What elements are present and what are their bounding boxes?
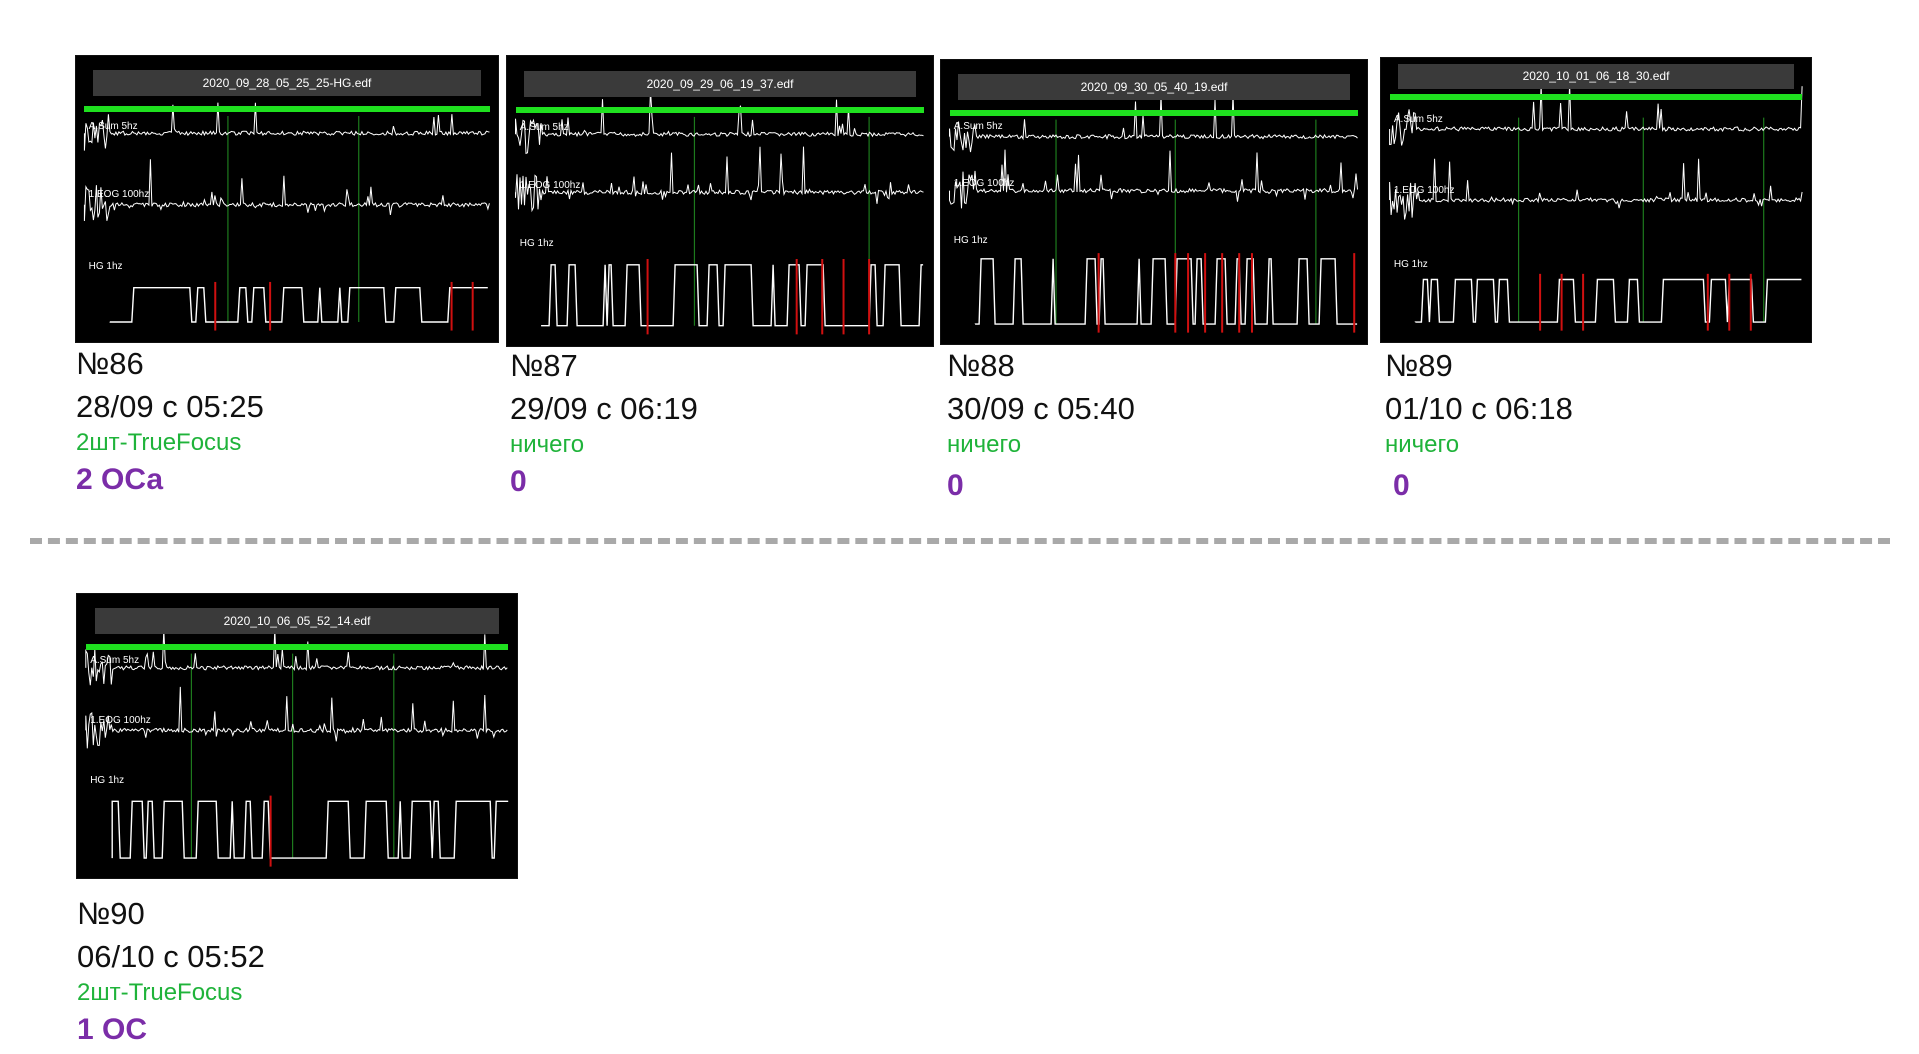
waveform-trace: [83, 102, 490, 151]
waveform-trace: [949, 94, 1358, 153]
channel-label-hg: HG 1hz: [1393, 258, 1428, 270]
record-meta: №90 06/10 с 05:52 2шт-TrueFocus 1 ОС: [77, 898, 265, 1045]
file-name-bar: 2020_10_01_06_18_30.edf: [1398, 63, 1794, 90]
channel-label-asum: A.Sum 5hz: [1393, 113, 1443, 125]
channel-label-asum: A.Sum 5hz: [90, 655, 140, 667]
file-name-bar: 2020_09_30_05_40_19.edf: [958, 74, 1350, 100]
record-count: 0: [947, 469, 964, 502]
record-note: ничего: [510, 431, 585, 458]
channel-label-eog: 1.EOG 100hz: [953, 178, 1015, 190]
channel-label-hg: HG 1hz: [519, 237, 554, 249]
eeg-thumbnail[interactable]: 2020_09_29_06_19_37.edf A.Sum 5hz 1.EOG …: [507, 56, 933, 346]
file-name-bar: 2020_09_28_05_25_25-HG.edf: [92, 70, 482, 97]
record-note: ничего: [1385, 431, 1460, 458]
eeg-waveforms: [515, 89, 924, 335]
progress-bar: [84, 106, 490, 113]
eeg-waveforms: [83, 102, 490, 331]
hg-step-trace: [1414, 278, 1802, 323]
record-meta: №89 01/10 с 06:18 ничего 0: [1385, 350, 1573, 501]
record-number: №90: [77, 896, 145, 931]
eeg-thumbnail[interactable]: 2020_10_01_06_18_30.edf A.Sum 5hz 1.EOG …: [1381, 58, 1811, 342]
hg-step-trace: [109, 287, 488, 323]
waveform-trace: [85, 629, 508, 686]
eeg-waveforms: [1389, 83, 1803, 331]
channel-label-eog: 1.EOG 100hz: [1393, 184, 1455, 196]
record-number: №86: [76, 346, 144, 381]
record-date: 06/10 с 05:52: [77, 939, 265, 974]
channel-label-eog: 1.EOG 100hz: [519, 179, 581, 191]
channel-label-eog: 1.EOG 100hz: [88, 189, 150, 201]
channel-label-hg: HG 1hz: [90, 774, 125, 786]
channel-label-hg: HG 1hz: [953, 235, 988, 247]
record-number: №87: [510, 348, 578, 383]
waveform-trace: [948, 149, 1358, 209]
record-meta: №87 29/09 с 06:19 ничего 0: [510, 350, 698, 497]
hg-step-trace: [541, 264, 924, 327]
file-name-bar: 2020_09_29_06_19_37.edf: [524, 70, 916, 97]
progress-bar: [949, 109, 1359, 116]
channel-label-eog: 1.EOG 100hz: [90, 715, 151, 727]
record-count: 2 ОСа: [76, 463, 164, 496]
progress-bar: [515, 106, 925, 114]
waveform-trace: [515, 89, 924, 155]
record-date: 28/09 с 05:25: [76, 389, 264, 424]
hg-step-trace: [111, 800, 509, 859]
record-note: 2шт-TrueFocus: [76, 429, 242, 456]
hg-step-trace: [974, 258, 1358, 325]
waveform-trace: [515, 146, 924, 213]
record-meta: №88 30/09 с 05:40 ничего 0: [947, 350, 1135, 501]
channel-label-asum: A.Sum 5hz: [519, 121, 569, 133]
record-note: 2шт-TrueFocus: [77, 979, 243, 1006]
channel-label-hg: HG 1hz: [88, 260, 123, 272]
progress-bar: [85, 643, 509, 650]
section-divider: [30, 538, 1890, 544]
eeg-waveforms: [948, 94, 1358, 333]
eeg-thumbnail[interactable]: 2020_09_30_05_40_19.edf A.Sum 5hz 1.EOG …: [941, 60, 1367, 344]
record-note: ничего: [947, 431, 1022, 458]
record-count: 0: [510, 465, 527, 498]
waveform-trace: [83, 159, 490, 222]
channel-label-asum: A.Sum 5hz: [88, 120, 138, 132]
eeg-thumbnail[interactable]: 2020_10_06_05_52_14.edf A.Sum 5hz 1.EOG …: [77, 594, 517, 878]
progress-bar: [1389, 93, 1803, 100]
record-meta: №86 28/09 с 05:25 2шт-TrueFocus 2 ОСа: [76, 348, 264, 495]
waveform-trace: [85, 686, 508, 749]
record-number: №89: [1385, 348, 1453, 383]
record-date: 30/09 с 05:40: [947, 391, 1135, 426]
eeg-waveforms: [85, 629, 509, 867]
eeg-thumbnail[interactable]: 2020_09_28_05_25_25-HG.edf A.Sum 5hz 1.E…: [76, 56, 498, 342]
waveform-trace: [1389, 83, 1803, 146]
record-date: 29/09 с 06:19: [510, 391, 698, 426]
channel-label-asum: A.Sum 5hz: [953, 121, 1003, 133]
file-name-bar: 2020_10_06_05_52_14.edf: [94, 608, 500, 634]
record-count: 0: [1393, 469, 1410, 502]
record-date: 01/10 с 06:18: [1385, 391, 1573, 426]
record-count: 1 ОС: [77, 1013, 148, 1046]
waveform-trace: [1389, 158, 1803, 220]
record-number: №88: [947, 348, 1015, 383]
